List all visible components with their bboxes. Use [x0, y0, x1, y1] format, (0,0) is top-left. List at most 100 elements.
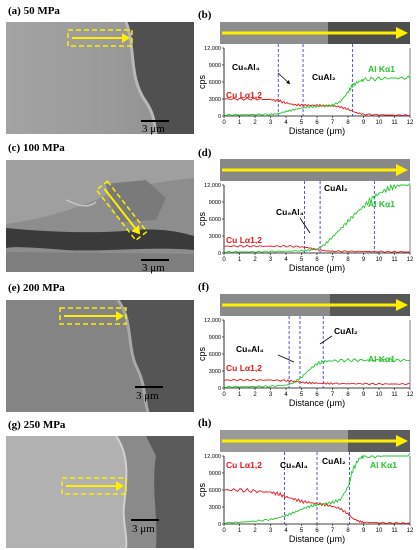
x-tick-label-b: 12 — [407, 120, 414, 126]
panel-label-g: (g) 250 MPa — [8, 419, 66, 431]
x-tick-label-h: 0 — [222, 528, 226, 534]
annot-cu-b: Cu Lα1,2 — [226, 90, 262, 100]
x-tick-label-f: 2 — [253, 392, 257, 398]
x-tick-label-h: 8 — [346, 528, 350, 534]
x-tick-label-f: 1 — [238, 392, 242, 398]
x-tick-label-b: 1 — [238, 120, 242, 126]
annot-cual2-h: CuAl₂ — [322, 456, 346, 466]
annot-cu-h: Cu Lα1,2 — [226, 460, 262, 470]
panel-label-e: (e) 200 MPa — [8, 282, 65, 294]
x-tick-label-d: 1 — [238, 257, 242, 263]
x-tick-label-f: 4 — [284, 392, 288, 398]
panel-label-f: (f) — [198, 281, 209, 293]
x-tick-label-d: 8 — [346, 257, 350, 263]
series-line-al-d — [223, 183, 411, 254]
x-tick-label-f: 9 — [362, 392, 366, 398]
y-tick-label-h: 12,000 — [204, 454, 221, 460]
y-tick-label-d: 9000 — [209, 200, 221, 206]
y-axis-label-b: cps — [197, 75, 207, 90]
panel-label-a: (a) 50 MPa — [8, 5, 60, 17]
series-line-al-f — [223, 357, 411, 389]
x-tick-label-h: 10 — [376, 528, 383, 534]
annot-cu9al4-d: Cu₉Al₄ — [276, 207, 304, 217]
x-tick-label-h: 12 — [407, 528, 414, 534]
y-tick-label-b: 0 — [218, 114, 221, 120]
series-line-cu-f — [223, 378, 411, 386]
annot-al-f: Al Kα1 — [368, 354, 395, 364]
x-tick-label-h: 11 — [391, 528, 398, 534]
sem-image-e — [6, 300, 194, 412]
x-tick-label-f: 3 — [269, 392, 273, 398]
sem-image-a — [6, 22, 194, 134]
annot-cu-d: Cu Lα1,2 — [226, 235, 262, 245]
panel-label-c: (c) 100 MPa — [8, 142, 65, 154]
x-tick-label-h: 4 — [284, 528, 288, 534]
x-tick-label-h: 3 — [269, 528, 273, 534]
y-tick-label-b: 12,000 — [204, 46, 221, 52]
x-tick-label-h: 9 — [362, 528, 366, 534]
x-tick-label-d: 6 — [315, 257, 319, 263]
y-tick-label-d: 6000 — [209, 217, 221, 223]
x-tick-label-f: 0 — [222, 392, 226, 398]
y-tick-label-f: 6000 — [209, 352, 221, 358]
line-scan-chart-h: 0 1 2 3 4 5 6 7 8 9 10 11 12030006000900012,000Dista… — [197, 430, 414, 544]
annot-cu-f: Cu Lα1,2 — [226, 363, 262, 373]
x-axis-label-b: Distance (μm) — [289, 126, 345, 136]
annot-cual2-b: CuAl₂ — [312, 72, 336, 82]
x-tick-label-d: 11 — [391, 257, 398, 263]
x-tick-label-b: 4 — [284, 120, 288, 126]
x-axis-label-h: Distance (μm) — [289, 534, 345, 544]
x-tick-label-b: 8 — [346, 120, 350, 126]
y-tick-label-d: 0 — [218, 251, 221, 257]
annot-cual2-f: CuAl₂ — [334, 326, 358, 336]
annot-cual2-d: CuAl₂ — [324, 183, 348, 193]
y-tick-label-h: 9000 — [209, 471, 221, 477]
y-axis-label-f: cps — [197, 347, 207, 362]
scale-bar-g — [131, 519, 159, 521]
annot-cu9al4-f: Cu₉Al₄ — [236, 344, 264, 354]
series-line-cu-b — [223, 97, 411, 117]
annot-cu9al4-b: Cu₉Al₄ — [232, 62, 260, 72]
x-tick-label-f: 12 — [407, 392, 414, 398]
x-tick-label-f: 11 — [391, 392, 398, 398]
y-tick-label-h: 0 — [218, 522, 221, 528]
series-line-al-b — [223, 75, 411, 117]
x-tick-label-b: 11 — [391, 120, 398, 126]
x-tick-label-f: 8 — [346, 392, 350, 398]
x-tick-label-d: 10 — [376, 257, 383, 263]
x-tick-label-d: 5 — [300, 257, 304, 263]
x-tick-label-h: 2 — [253, 528, 257, 534]
y-tick-label-d: 12,000 — [204, 183, 221, 189]
x-tick-label-d: 2 — [253, 257, 257, 263]
line-scan-chart-b: 0 1 2 3 4 5 6 7 8 9 10 11 12030006000900012,000Dista… — [197, 22, 414, 136]
x-tick-label-h: 7 — [331, 528, 335, 534]
line-scan-chart-d: 0 1 2 3 4 5 6 7 8 9 10 11 12030006000900012,000Dista… — [197, 159, 414, 273]
scale-bar-a — [141, 120, 169, 122]
x-tick-label-f: 7 — [331, 392, 335, 398]
x-tick-label-b: 5 — [300, 120, 304, 126]
sem-image-g — [6, 436, 194, 548]
x-tick-label-d: 0 — [222, 257, 226, 263]
scale-bar-c — [141, 259, 169, 261]
y-tick-label-h: 6000 — [209, 488, 221, 494]
y-tick-label-f: 3000 — [209, 369, 221, 375]
panel-label-b: (b) — [198, 9, 212, 21]
x-tick-label-f: 5 — [300, 392, 304, 398]
x-tick-label-b: 7 — [331, 120, 335, 126]
annot-al-b: Al Kα1 — [368, 64, 395, 74]
x-tick-label-b: 3 — [269, 120, 273, 126]
y-axis-label-d: cps — [197, 212, 207, 227]
annot-al-d: Al Kα1 — [368, 199, 395, 209]
y-tick-label-d: 3000 — [209, 234, 221, 240]
x-axis-label-f: Distance (μm) — [289, 398, 345, 408]
scale-text-g: 3 μm — [132, 523, 155, 535]
x-tick-label-b: 6 — [315, 120, 319, 126]
x-tick-label-d: 4 — [284, 257, 288, 263]
x-tick-label-d: 9 — [362, 257, 366, 263]
annot-cu9al4-h: Cu₉Al₄ — [280, 460, 308, 470]
y-tick-label-f: 9000 — [209, 335, 221, 341]
line-scan-chart-f: 0 1 2 3 4 5 6 7 8 9 10 11 12030006000900012,000Dista… — [197, 294, 414, 408]
scale-text-a: 3 μm — [142, 123, 165, 135]
series-line-al-h — [223, 452, 411, 524]
y-tick-label-h: 3000 — [209, 505, 221, 511]
